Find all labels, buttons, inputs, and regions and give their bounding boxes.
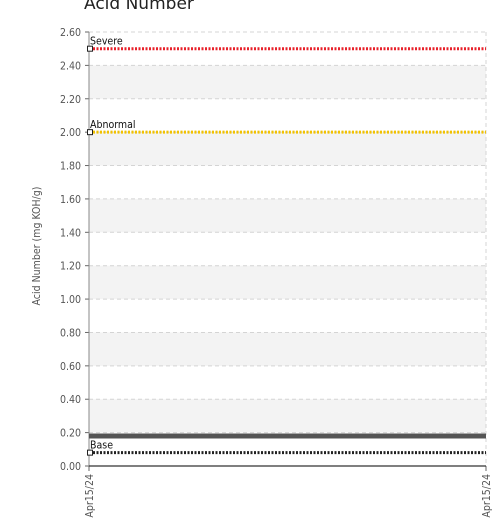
y-tick-label: 1.80	[60, 161, 81, 173]
y-tick-label: 1.20	[60, 261, 81, 273]
x-tick-label: Apr15/24	[84, 474, 96, 518]
abnormal-label: Abnormal	[90, 119, 136, 131]
plot-band	[89, 399, 486, 433]
x-tick-label: Apr15/24	[481, 474, 493, 518]
abnormal-marker	[87, 129, 93, 136]
y-tick-label: 0.60	[60, 361, 81, 373]
axes	[85, 31, 487, 471]
y-tick-label: 1.40	[60, 227, 81, 239]
y-tick-label: 2.40	[60, 60, 81, 72]
y-tick-label: 1.00	[60, 294, 81, 306]
plot-band	[89, 332, 486, 366]
base-label: Base	[90, 440, 113, 452]
chart-title: Acid Number	[84, 0, 194, 14]
severe-marker	[87, 45, 93, 52]
y-axis-label: Acid Number (mg KOH/g)	[31, 187, 43, 306]
plot-band	[89, 265, 486, 300]
y-tick-label: 2.00	[60, 127, 81, 139]
y-tick-label: 0.80	[60, 327, 81, 339]
x-tick-labels: Apr15/24 Apr15/24	[84, 474, 493, 518]
y-tick-label: 0.00	[60, 461, 81, 473]
plot-band	[89, 65, 486, 99]
plot-band	[89, 132, 486, 166]
severe-label: Severe	[90, 36, 123, 48]
y-tick-label: 0.40	[60, 394, 81, 406]
y-tick-label: 2.20	[60, 94, 81, 106]
reference-lines: Severe Abnormal Base	[87, 36, 486, 456]
base-marker	[87, 449, 93, 456]
y-tick-label: 1.60	[60, 194, 81, 206]
y-tick-label: 0.20	[60, 428, 81, 440]
plot-band	[89, 198, 486, 233]
y-tick-label: 2.60	[60, 27, 81, 39]
plot-bands	[89, 65, 486, 433]
y-tick-labels: 0.00 0.20 0.40 0.60 0.80 1.00 1.20 1.40 1.60 1.80…	[60, 27, 81, 473]
